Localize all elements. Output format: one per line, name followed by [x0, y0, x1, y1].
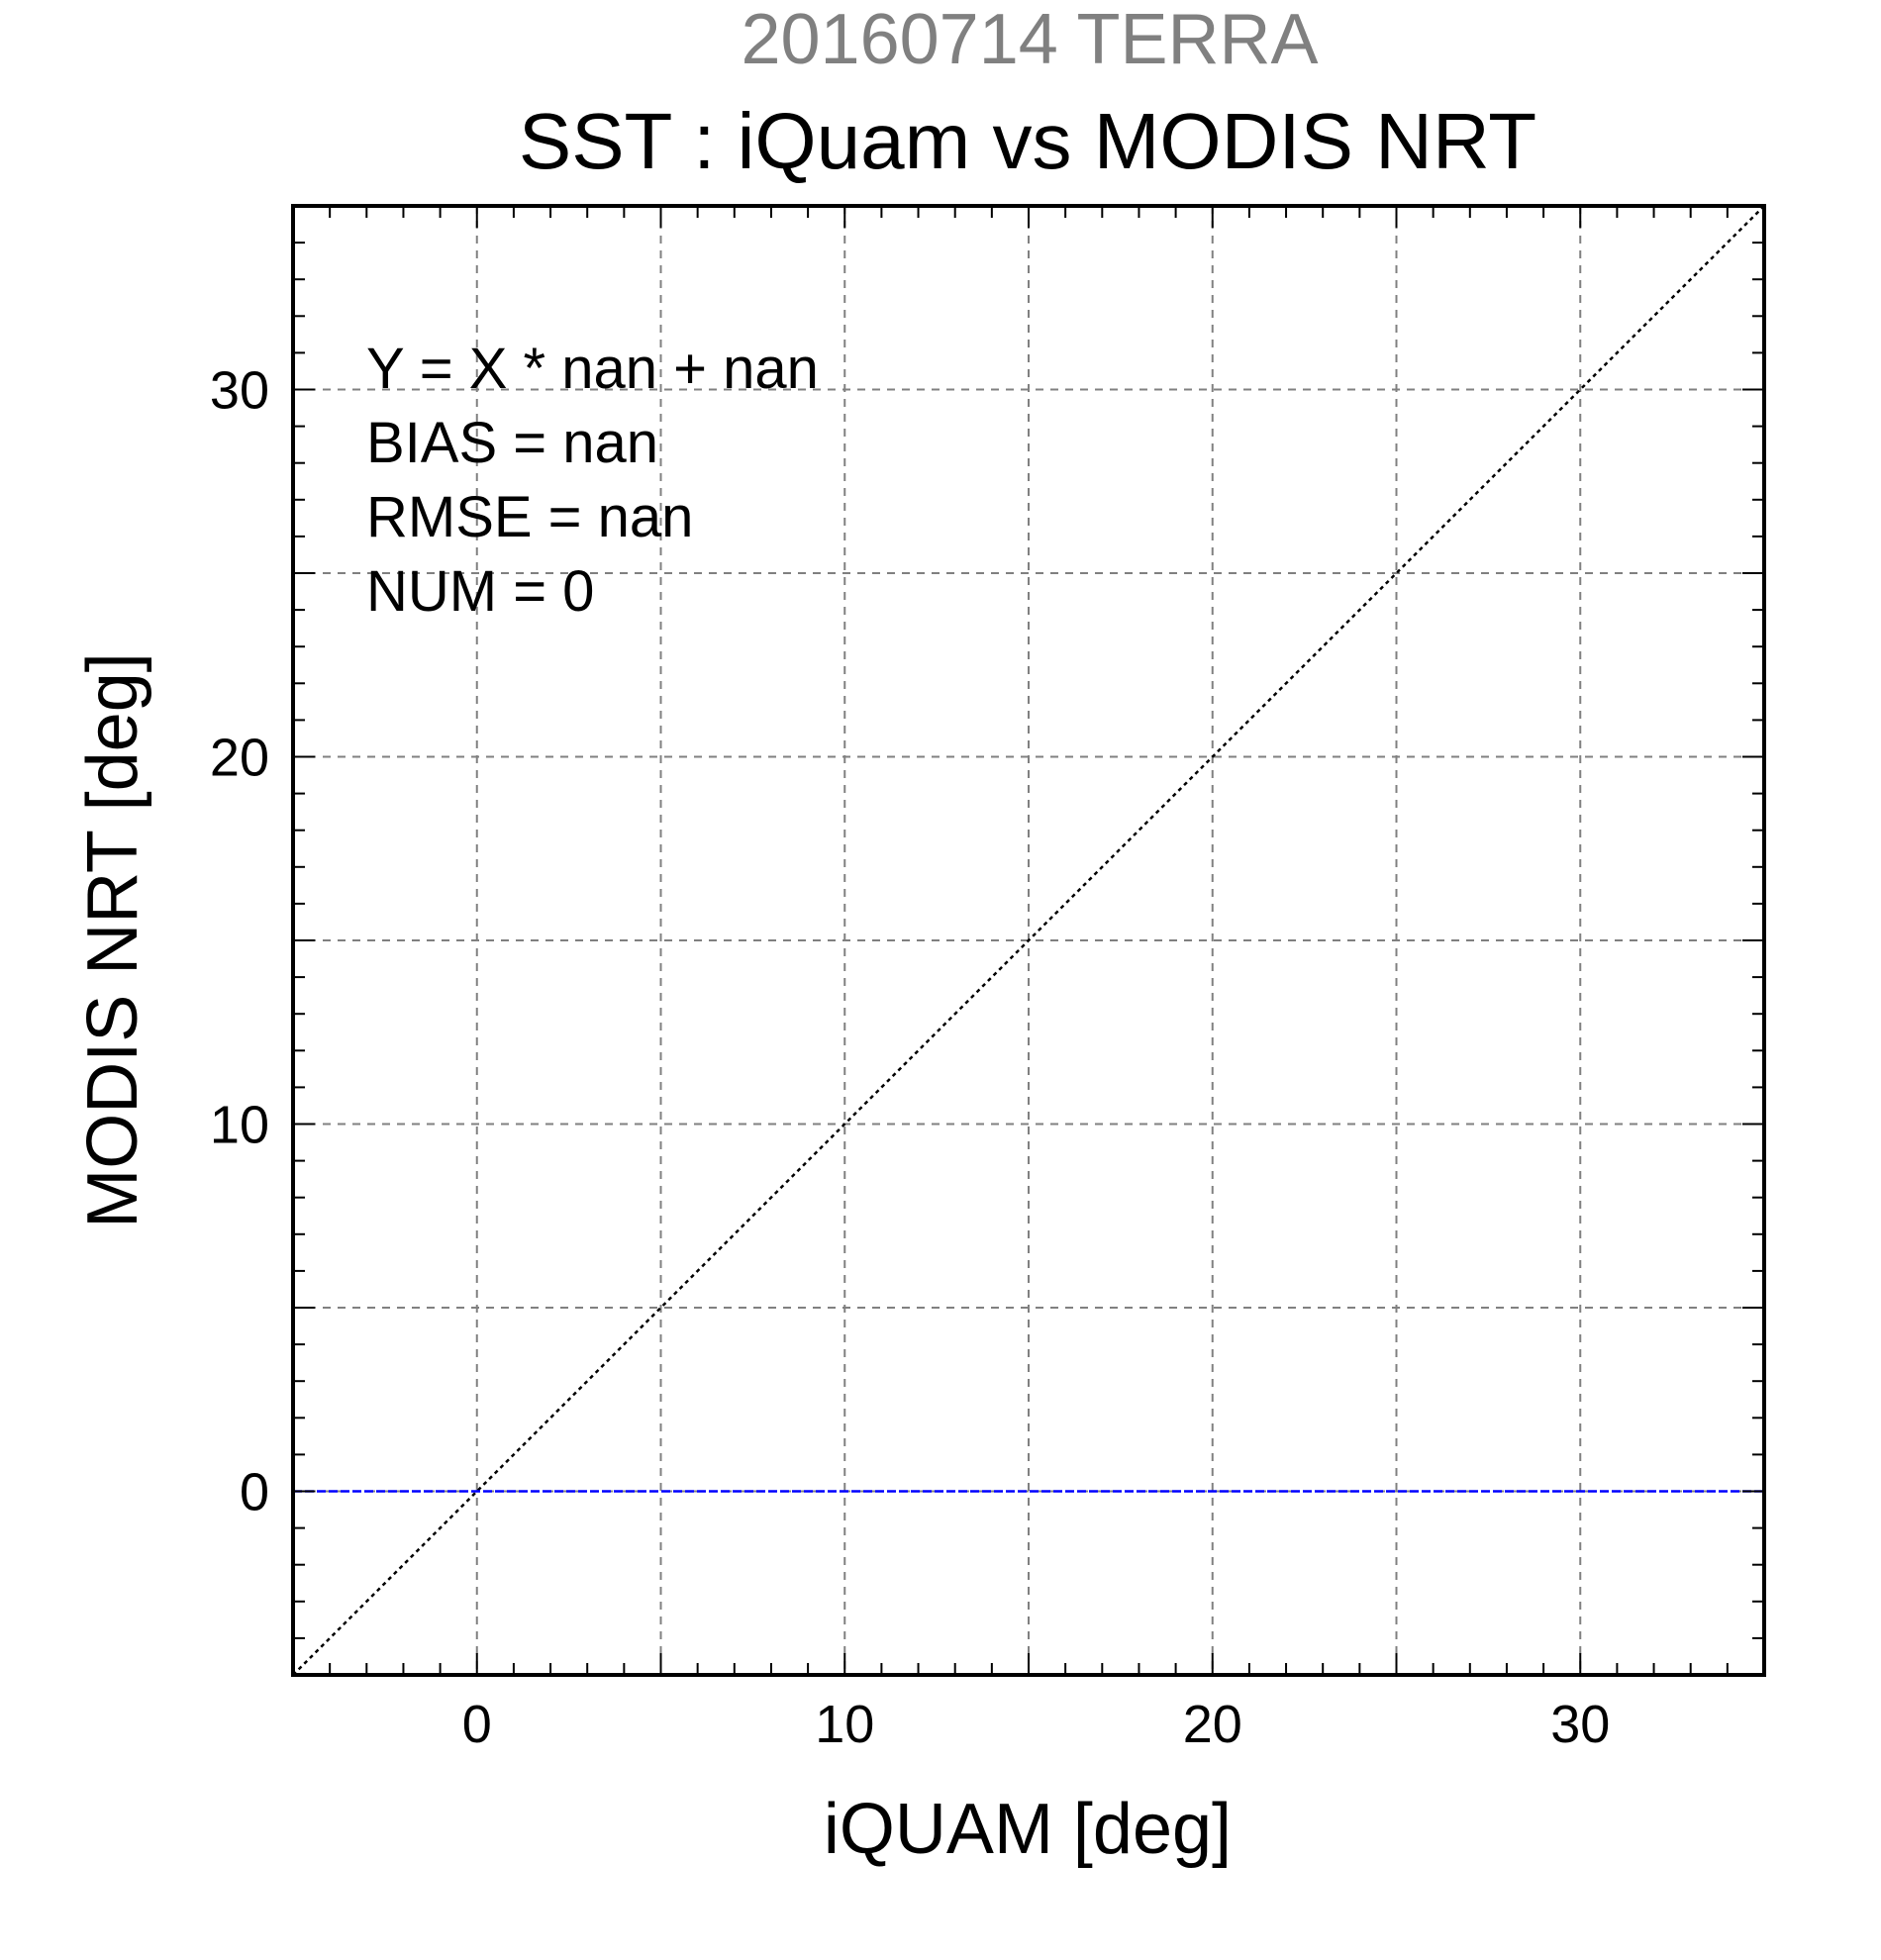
x-axis-label: iQUAM [deg]: [824, 1790, 1232, 1869]
count-annotation: NUM = 0: [366, 559, 594, 624]
x-tick-label: 10: [815, 1695, 874, 1754]
bias-annotation: BIAS = nan: [366, 411, 658, 475]
rmse-annotation: RMSE = nan: [366, 485, 693, 549]
identity-line: [292, 205, 1765, 1676]
chart-title: SST : iQuam vs MODIS NRT: [519, 97, 1536, 185]
y-tick-label: 10: [210, 1096, 269, 1155]
y-tick-label: 30: [210, 361, 269, 421]
plot-area: 0 10 20 30 0 10 20 30: [210, 204, 1766, 1754]
x-tick-label: 20: [1183, 1695, 1242, 1754]
chart-subtitle: 20160714 TERRA: [741, 0, 1318, 79]
y-tick-label: 0: [240, 1463, 269, 1522]
x-tick-label: 0: [462, 1695, 492, 1754]
x-tick-label: 30: [1550, 1695, 1610, 1754]
fit-equation-annotation: Y = X * nan + nan: [366, 337, 819, 401]
y-axis-label: MODIS NRT [deg]: [73, 652, 152, 1228]
plot-frame: [291, 204, 1766, 1677]
y-tick-label: 20: [210, 729, 269, 788]
fit-statistics: Y = X * nan + nan BIAS = nan RMSE = nan …: [366, 337, 819, 624]
